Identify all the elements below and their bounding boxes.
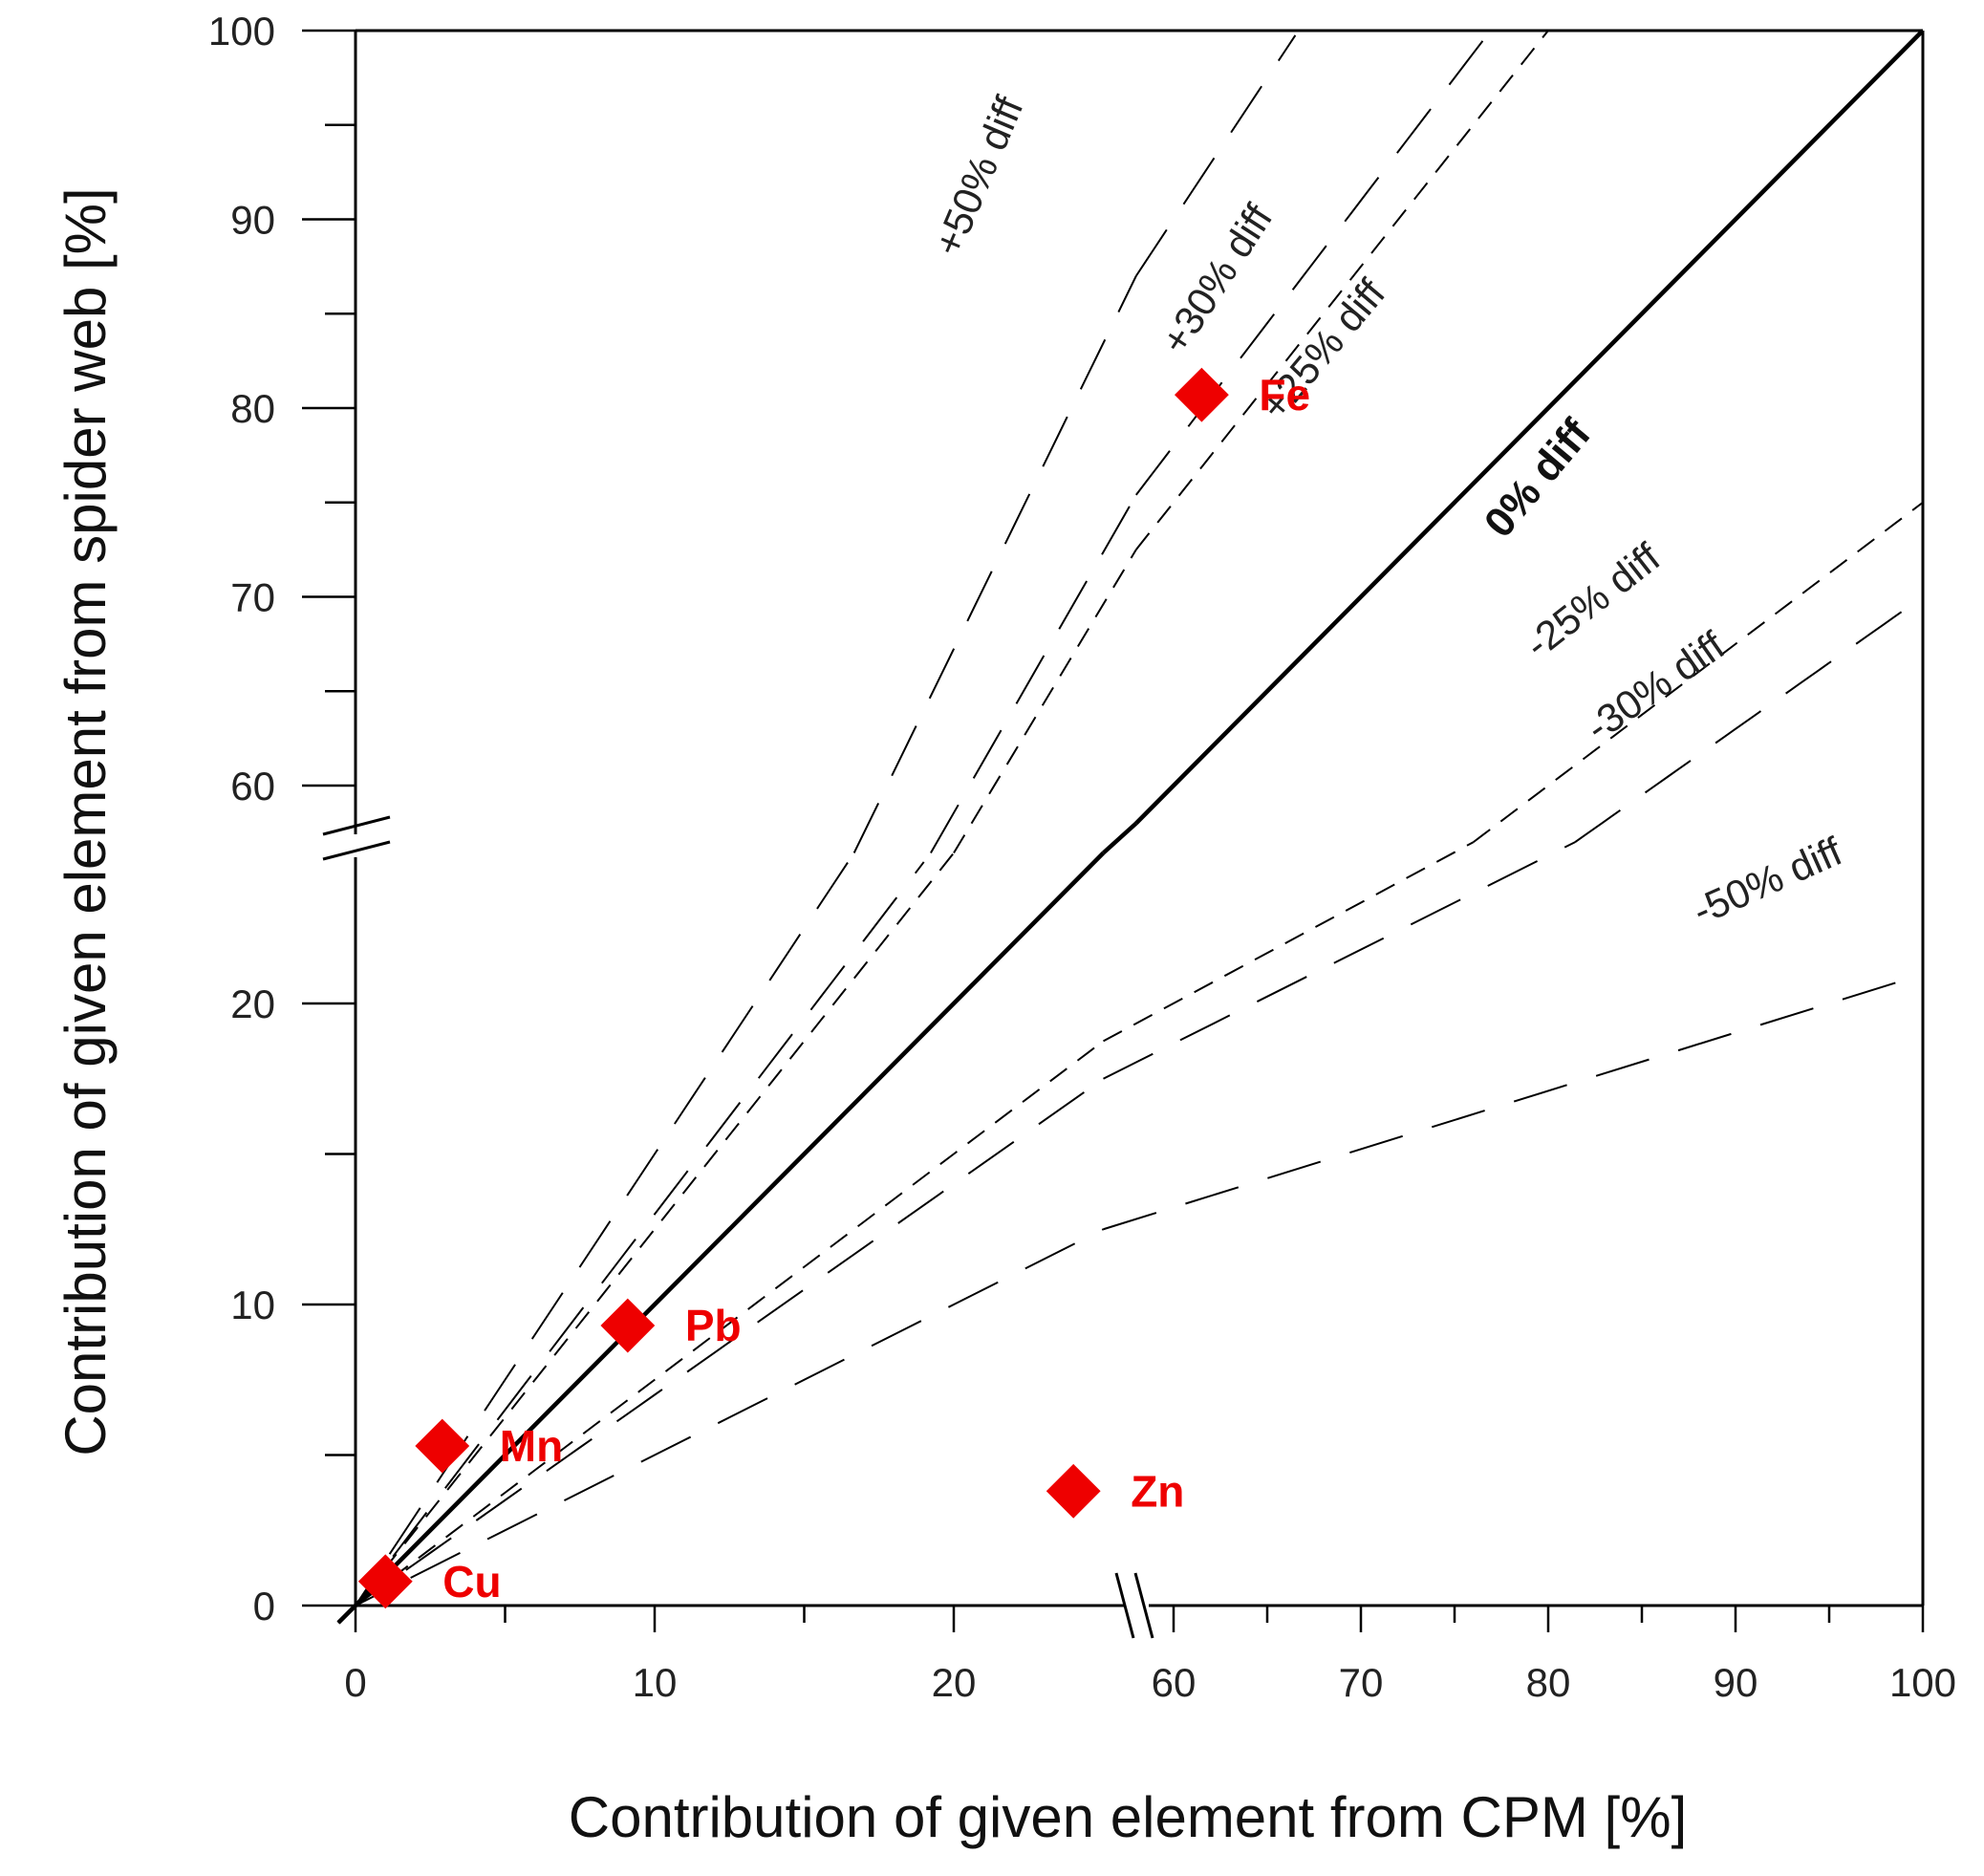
x-tick-label: 60 [1152, 1660, 1197, 1705]
data-point-label: Zn [1131, 1466, 1184, 1516]
reference-line [1103, 841, 1576, 1080]
reference-line [337, 1040, 1105, 1624]
axis-titles: Contribution of given element from CPM [… [54, 187, 1687, 1849]
y-tick-label: 90 [230, 198, 275, 243]
y-tick-label: 70 [230, 575, 275, 620]
reference-line [852, 275, 1137, 853]
reference-line [1134, 29, 1925, 826]
x-axis-break-mark [1133, 1572, 1154, 1639]
y-axis-title: Contribution of given element from spide… [54, 187, 118, 1456]
reference-line [930, 494, 1137, 853]
x-tick-label: 70 [1339, 1660, 1384, 1705]
reference-line-label: 0% diff [1476, 410, 1600, 546]
data-points: Cu Mn Pb Zn Fe [357, 367, 1310, 1609]
y-axis-break-mark [322, 815, 391, 836]
reference-line [337, 852, 955, 1624]
y-tick-label: 20 [230, 981, 275, 1026]
reference-line [1472, 501, 1924, 844]
reference-line [1101, 821, 1138, 855]
y-tick-label: 60 [230, 764, 275, 809]
reference-line [1135, 30, 1549, 550]
reference-line-label: -50% diff [1686, 829, 1848, 934]
reference-line-labels: 0% diff+25% diff+30% diff+50% diff-25% d… [925, 90, 1849, 934]
x-tick-label: 100 [1889, 1660, 1956, 1705]
reference-line [1134, 34, 1297, 277]
reference-lines [336, 29, 1925, 1625]
plot-frame [322, 29, 1925, 1639]
reference-line-label: +50% diff [925, 90, 1032, 262]
reference-line [1103, 841, 1475, 1043]
y-tick-label: 10 [230, 1283, 275, 1327]
data-point-marker [1174, 367, 1229, 422]
y-tick-label: 80 [230, 386, 275, 431]
y-axis-break-mark [322, 840, 391, 861]
x-axis-break-mark [1114, 1572, 1135, 1639]
tick-labels: 0 10 20 60 70 80 90 100 0 10 20 60 70 80 90 100 [208, 9, 1956, 1705]
x-tick-label: 20 [932, 1660, 977, 1705]
data-point-label: Mn [500, 1421, 563, 1471]
reference-line [337, 859, 851, 1624]
x-tick-label: 0 [344, 1660, 366, 1705]
data-point-marker [357, 1554, 413, 1609]
reference-line-label: -30% diff [1578, 622, 1733, 749]
data-point-label: Pb [685, 1301, 742, 1350]
reference-line [1103, 973, 1924, 1231]
axis-ticks [302, 29, 1925, 1632]
x-tick-label: 80 [1526, 1660, 1571, 1705]
x-tick-label: 10 [633, 1660, 678, 1705]
reference-line [337, 1228, 1104, 1624]
reference-line [337, 861, 925, 1624]
data-point-marker [1046, 1463, 1101, 1519]
reference-line [336, 851, 1106, 1625]
reference-line [1135, 40, 1484, 496]
reference-line-label: +30% diff [1152, 196, 1281, 361]
y-tick-label: 100 [208, 9, 275, 54]
x-axis-title: Contribution of given element from CPM [… [569, 1785, 1688, 1849]
data-point-marker [600, 1298, 656, 1353]
reference-line [337, 1077, 1105, 1624]
data-point-label: Fe [1259, 370, 1310, 420]
y-tick-label: 0 [253, 1584, 275, 1628]
data-point-marker [415, 1418, 470, 1474]
reference-line-label: -25% diff [1517, 534, 1669, 667]
reference-line [1574, 596, 1923, 844]
x-tick-label: 90 [1714, 1660, 1758, 1705]
data-point-label: Cu [442, 1557, 501, 1606]
reference-line [953, 549, 1137, 854]
